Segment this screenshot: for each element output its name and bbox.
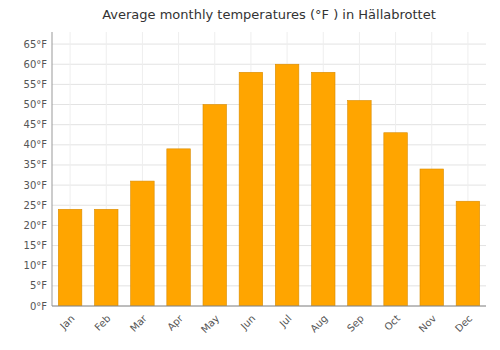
y-tick-label: 5°F: [30, 280, 47, 291]
bar: [58, 209, 82, 306]
chart-container: 0°F 5°F 10°F 15°F 20°F 25°F 30°F 35°F 40°F 45°F 50…: [0, 0, 500, 350]
y-tick-label: 15°F: [24, 240, 48, 251]
y-tick-label: 45°F: [24, 119, 48, 130]
chart-svg: 0°F 5°F 10°F 15°F 20°F 25°F 30°F 35°F 40°F 45°F 50…: [0, 0, 500, 350]
x-tick-label: Oct: [382, 313, 402, 333]
y-tick-label: 0°F: [30, 301, 47, 312]
bar: [420, 169, 444, 306]
x-tick-label: May: [199, 313, 221, 335]
y-tick-label: 25°F: [24, 200, 48, 211]
title: Average monthly temperatures (°F ) in Hä…: [102, 7, 436, 22]
bar: [239, 72, 263, 306]
x-tick-label: Jan: [57, 313, 76, 332]
y-grid-line: [52, 64, 486, 65]
bar: [456, 201, 480, 306]
y-tick-label: 60°F: [24, 59, 48, 70]
x-tick-label: Jun: [238, 313, 258, 333]
bar: [275, 64, 299, 306]
x-tick-label: Sep: [345, 313, 366, 334]
y-tick-label: 30°F: [24, 180, 48, 191]
y-grid-line: [52, 144, 486, 145]
x-tick-label: Jul: [277, 313, 294, 330]
x-tick-label: Apr: [165, 312, 186, 333]
y-tick-label: 20°F: [24, 220, 48, 231]
bar: [348, 101, 372, 307]
bar: [131, 181, 155, 306]
y-tick-label: 55°F: [24, 79, 48, 90]
y-tick-label: 65°F: [24, 39, 48, 50]
bars: [58, 64, 479, 306]
page: {"chart_data": {"type": "bar", "title": …: [0, 0, 500, 350]
x-tick-label: Dec: [453, 313, 474, 334]
y-tick-label: 10°F: [24, 260, 48, 271]
y-grid-line: [52, 84, 486, 85]
bar: [311, 72, 335, 306]
x-tick-label: Mar: [128, 312, 150, 334]
bar: [167, 149, 191, 306]
y-grid-line: [52, 124, 486, 125]
y-tick-label: 40°F: [24, 139, 48, 150]
y-grid-line: [52, 306, 486, 307]
x-tick-label: Aug: [308, 313, 330, 335]
x-tick-label: Feb: [92, 313, 112, 333]
bar: [203, 105, 227, 306]
axes: 0°F 5°F 10°F 15°F 20°F 25°F 30°F 35°F 40°F 45°F 50…: [24, 32, 486, 335]
y-axis-line: [52, 32, 53, 306]
y-grid-line: [52, 44, 486, 45]
grid: [52, 32, 486, 306]
y-grid-line: [52, 164, 486, 165]
y-tick-label: 35°F: [24, 159, 48, 170]
bar: [94, 209, 118, 306]
x-axis-line: [52, 306, 486, 307]
y-tick-label: 50°F: [24, 99, 48, 110]
y-grid-line: [52, 104, 486, 105]
x-tick-label: Nov: [417, 313, 439, 335]
bar: [384, 133, 408, 306]
